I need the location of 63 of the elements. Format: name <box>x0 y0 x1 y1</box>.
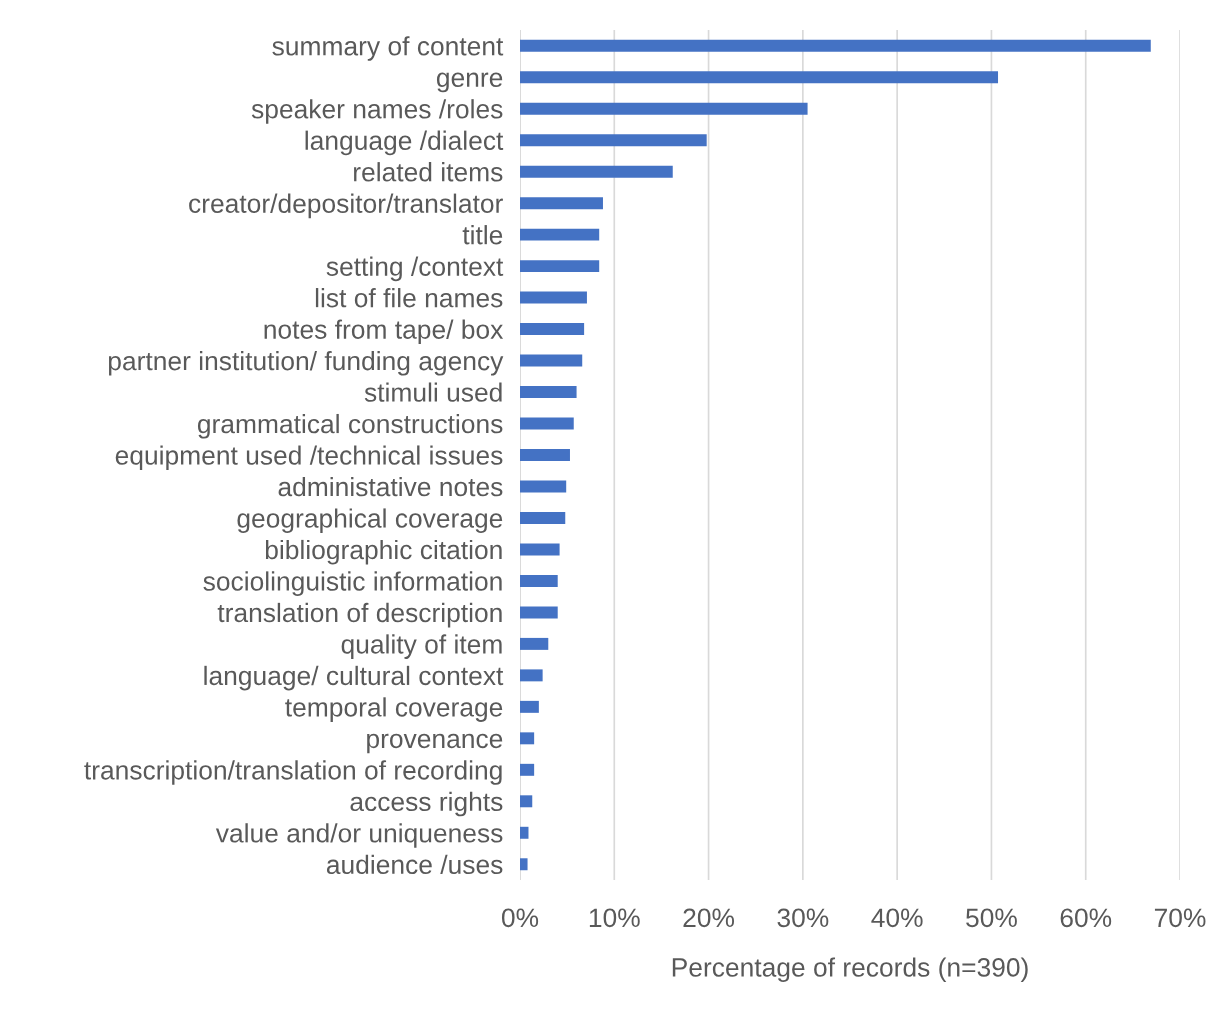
y-tick-label: bibliographic citation <box>265 539 502 565</box>
x-tick-label: 60% <box>1060 908 1112 928</box>
y-tick-label: geographical coverage <box>237 508 503 533</box>
y-tick-label: transcription/translation of recording <box>84 760 502 785</box>
bar <box>520 669 543 682</box>
y-tick-label: summary of content <box>272 36 504 61</box>
bar <box>520 323 585 336</box>
bar <box>520 197 603 210</box>
bar <box>520 543 560 556</box>
x-tick-label: 30% <box>777 908 829 928</box>
y-tick-label: stimuli used <box>364 382 502 402</box>
bar <box>520 606 558 619</box>
x-tick-label: 70% <box>1154 908 1206 928</box>
bar <box>520 417 574 430</box>
y-tick-label: provenance <box>367 733 503 754</box>
bar <box>520 826 529 839</box>
bar <box>520 102 808 115</box>
bar <box>520 228 600 241</box>
y-tick-label: temporal coverage <box>285 697 503 722</box>
bar <box>520 795 533 808</box>
y-tick-label: speaker names /roles <box>251 99 503 124</box>
y-tick-label: access rights <box>350 791 503 817</box>
bar <box>520 637 549 650</box>
bar <box>520 71 999 84</box>
y-tick-label: related items <box>354 162 503 182</box>
y-tick-label: translation of description <box>217 602 502 628</box>
bar <box>520 165 673 178</box>
bar <box>520 39 1151 52</box>
bar <box>520 291 587 304</box>
bar <box>520 700 539 713</box>
y-tick-label: partner institution/ funding agency <box>108 350 504 376</box>
bar <box>520 480 567 493</box>
x-tick-label: 40% <box>871 908 923 928</box>
bar <box>520 134 707 147</box>
y-tick-label: audience /uses <box>326 854 503 875</box>
x-tick-label: 10% <box>589 908 640 928</box>
y-tick-label: sociolinguistic information <box>203 571 502 596</box>
y-tick-label: list of file names <box>315 288 503 308</box>
y-tick-label: value and/or uniqueness <box>215 823 503 848</box>
bar <box>520 574 558 587</box>
x-tick-label: 0% <box>501 908 539 928</box>
y-tick-label: quality of item <box>341 634 502 659</box>
y-tick-label: administative notes <box>278 476 503 497</box>
bar <box>520 511 566 524</box>
bar <box>520 763 535 776</box>
bar <box>520 354 583 367</box>
bar <box>520 858 528 871</box>
x-tick-label: 50% <box>966 908 1017 928</box>
y-tick-label: notes from tape/ box <box>264 319 504 345</box>
bar <box>520 386 577 399</box>
y-tick-label: language/ cultural context <box>204 665 504 691</box>
x-axis-title: Percentage of records (n=390) <box>672 957 1028 982</box>
y-tick-label: title <box>462 225 503 245</box>
bar <box>520 732 535 745</box>
y-tick-label: genre <box>436 72 503 93</box>
y-tick-label: equipment used /technical issues <box>115 445 503 471</box>
bar <box>520 449 570 461</box>
bar <box>520 260 600 273</box>
y-tick-label: grammatical constructions <box>197 413 503 439</box>
y-tick-label: creator/depositor/translator <box>189 193 503 219</box>
y-tick-label: language /dialect <box>305 130 504 156</box>
x-tick-label: 20% <box>683 908 735 928</box>
y-tick-label: setting /context <box>326 256 504 282</box>
